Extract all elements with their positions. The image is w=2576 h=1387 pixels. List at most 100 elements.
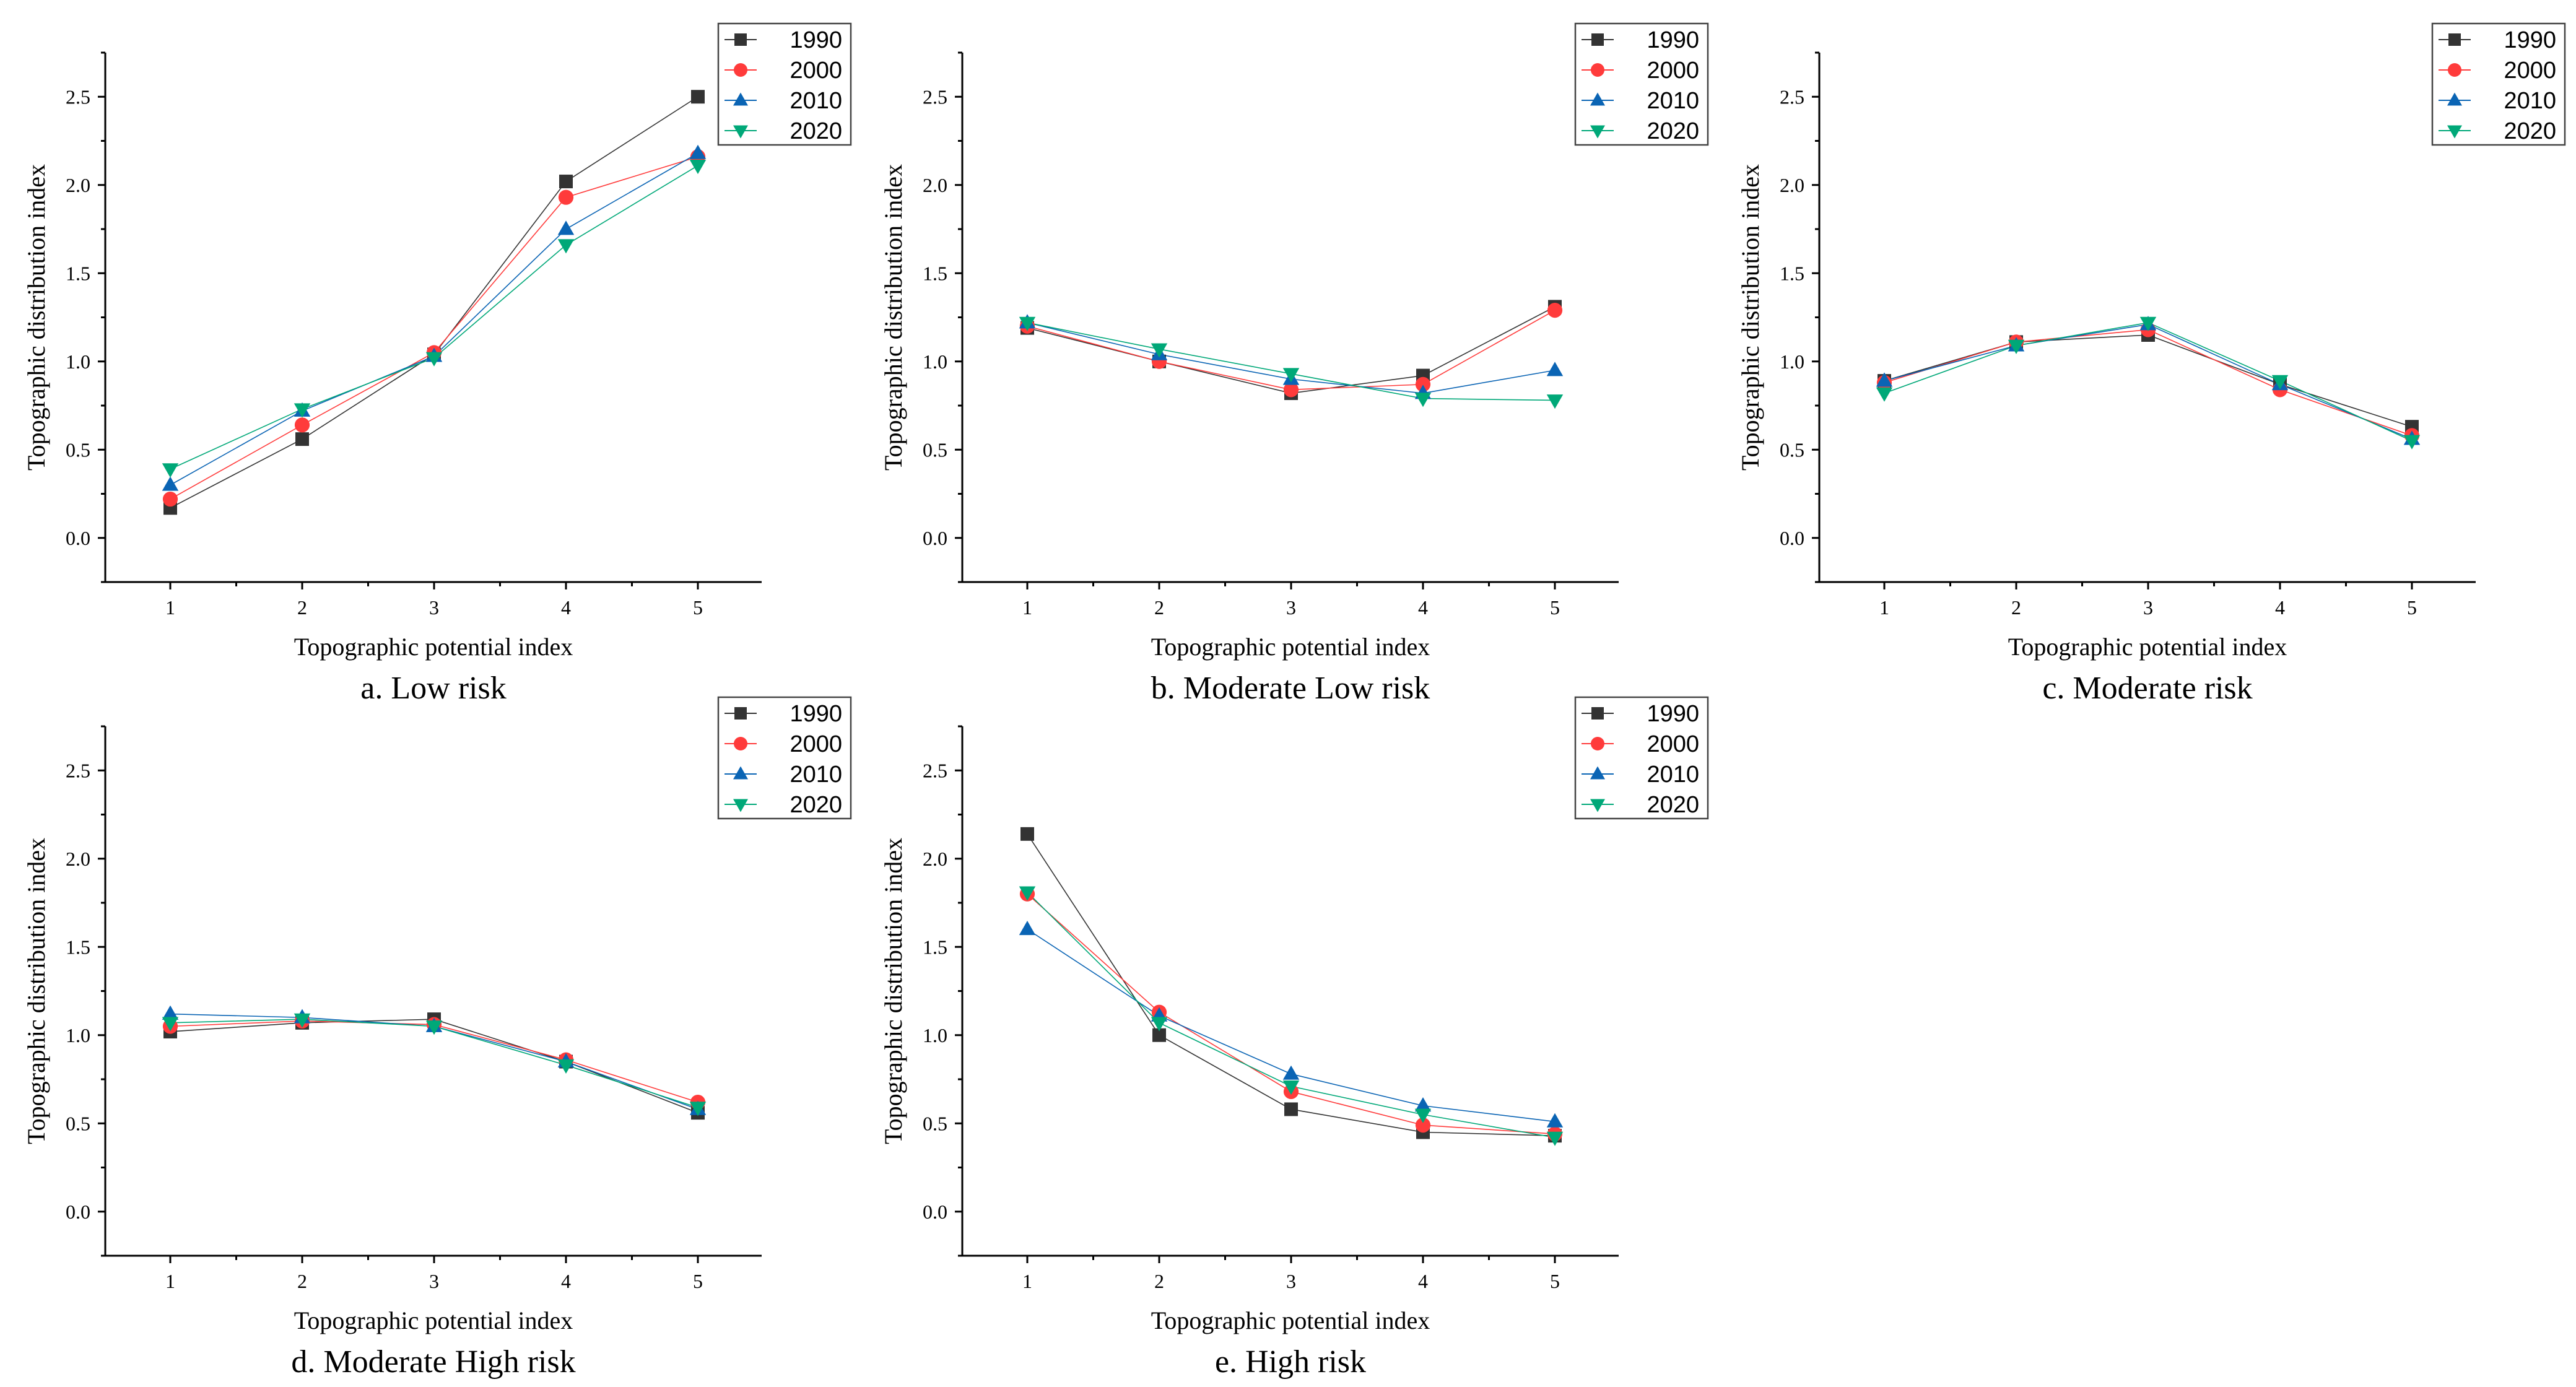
data-point-2020 [1876,387,1893,402]
y-tick-label: 0.5 [923,438,947,461]
series-line-2010 [170,152,698,485]
legend: 1990 2000 2010 2020 [717,696,852,820]
data-point-2000 [294,417,310,433]
series-line-2020 [170,165,698,470]
data-point-2020 [1414,393,1432,407]
data-point-2010 [1019,921,1036,936]
legend-marker-2010 [2447,92,2462,106]
chart-caption: b. Moderate Low risk [1151,671,1430,706]
legend-marker-2010 [733,92,748,106]
legend-marker-2010 [1590,92,1605,106]
data-point-2020 [557,1059,575,1074]
data-point-2020 [294,403,311,418]
data-point-2000 [1547,303,1563,318]
x-axis-title: Topographic potential index [294,633,573,661]
data-point-2020 [689,1102,707,1116]
legend-marker-2020 [733,125,748,139]
legend-marker-1990 [1591,33,1604,46]
data-point-2010 [689,144,707,159]
legend-label-2010: 2010 [1647,88,1699,114]
legend-label-1990: 1990 [1647,27,1699,53]
y-tick-label: 2.0 [923,174,947,196]
chart-caption: d. Moderate High risk [291,1344,575,1380]
chart-panel-4: 0.0 0.5 1.0 1.5 2.0 2.5 1 2 3 4 5 Topographic poten… [22,696,852,1380]
legend-marker-1990 [734,707,747,720]
data-point-2020 [1546,394,1564,409]
legend-marker-2020 [1590,799,1605,812]
x-tick-label: 4 [2275,596,2285,619]
legend-marker-1990 [734,33,747,46]
y-tick-label: 0.0 [1780,527,1804,549]
y-tick-label: 2.5 [66,759,90,781]
legend-label-2010: 2010 [790,88,842,114]
y-tick-label: 2.0 [66,174,90,196]
x-tick-label: 5 [1550,1270,1560,1292]
data-point-2020 [425,352,443,367]
y-tick-label: 1.5 [66,936,90,958]
x-tick-label: 1 [165,1270,175,1292]
data-point-2010 [557,220,575,235]
y-tick-label: 1.5 [66,262,90,284]
legend-box [2431,22,2566,146]
legend-label-2000: 2000 [1647,731,1699,757]
data-point-2000 [162,491,178,507]
legend-marker-2000 [734,737,747,750]
y-axis-title: Topographic distribution index [879,838,907,1144]
legend-label-2000: 2000 [2504,58,2556,84]
data-point-2020 [1282,1080,1300,1095]
data-point-1990 [1284,1102,1298,1116]
data-point-2000 [1283,382,1299,398]
data-point-2020 [2139,316,2157,331]
legend-label-1990: 1990 [790,701,842,727]
legend: 1990 2000 2010 2020 [1574,696,1709,820]
x-tick-label: 1 [1879,596,1889,619]
legend-label-1990: 1990 [790,27,842,53]
legend-marker-2010 [1590,766,1605,780]
legend-marker-2000 [2448,63,2461,77]
x-axis-title: Topographic potential index [1151,1307,1430,1334]
series-line-1990 [170,96,698,509]
data-point-2020 [557,239,575,254]
y-tick-label: 2.0 [66,848,90,870]
legend-label-2010: 2010 [1647,762,1699,788]
legend-marker-1990 [2448,33,2461,46]
legend-marker-2000 [734,63,747,77]
x-tick-label: 3 [2143,596,2153,619]
y-tick-label: 0.0 [66,1201,90,1223]
y-tick-label: 2.5 [1780,85,1804,108]
legend: 1990 2000 2010 2020 [717,22,852,146]
legend-label-2020: 2020 [1647,792,1699,818]
data-point-1990 [1152,1028,1166,1042]
x-tick-label: 5 [2407,596,2417,619]
x-tick-label: 3 [429,596,439,619]
y-tick-label: 0.5 [66,1112,90,1134]
legend-label-2020: 2020 [1647,118,1699,144]
chart-caption: a. Low risk [360,671,506,706]
data-point-2020 [162,463,179,478]
chart-panel-1: 0.0 0.5 1.0 1.5 2.0 2.5 1 2 3 4 5 Topographic poten… [22,22,852,706]
data-point-2020 [1282,368,1300,383]
data-point-2010 [1414,1097,1432,1112]
data-point-1990 [559,175,573,189]
legend-marker-2000 [1591,63,1604,77]
y-axis-title: Topographic distribution index [22,164,50,471]
x-tick-label: 4 [561,1270,571,1292]
y-tick-label: 1.0 [923,350,947,373]
x-tick-label: 3 [1286,596,1296,619]
legend-marker-2010 [733,766,748,780]
legend-marker-2020 [733,799,748,812]
y-tick-label: 1.0 [1780,350,1804,373]
data-point-2020 [294,1013,311,1028]
x-tick-label: 5 [693,1270,703,1292]
data-point-2010 [162,1005,179,1020]
x-tick-label: 2 [297,1270,307,1292]
y-axis-title: Topographic distribution index [879,164,907,471]
y-axis-title: Topographic distribution index [22,838,50,1144]
x-tick-label: 2 [1154,596,1164,619]
legend-label-2010: 2010 [790,762,842,788]
y-tick-label: 1.5 [923,936,947,958]
x-tick-label: 2 [2011,596,2021,619]
x-tick-label: 3 [1286,1270,1296,1292]
y-tick-label: 2.5 [66,85,90,108]
